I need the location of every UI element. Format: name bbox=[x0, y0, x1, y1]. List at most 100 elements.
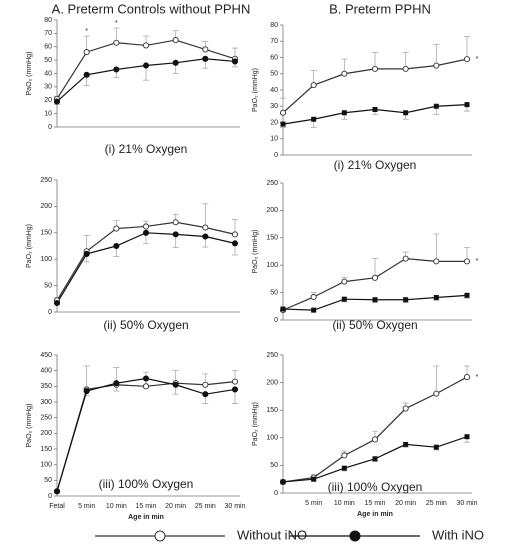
y-tick-label: 250 bbox=[266, 180, 278, 187]
marker bbox=[53, 299, 61, 307]
y-tick-label: 250 bbox=[40, 177, 52, 184]
y-tick-label: 400 bbox=[40, 368, 52, 375]
marker bbox=[403, 110, 409, 116]
marker bbox=[142, 42, 150, 49]
legend-marker bbox=[349, 530, 361, 542]
marker bbox=[310, 82, 317, 89]
marker bbox=[142, 223, 150, 230]
marker bbox=[341, 278, 348, 285]
y-tick-label: 0 bbox=[274, 490, 278, 497]
marker bbox=[231, 240, 239, 247]
y-tick-label: 200 bbox=[40, 430, 52, 437]
marker bbox=[464, 292, 470, 298]
marker bbox=[403, 297, 409, 303]
y-tick-label: 200 bbox=[40, 203, 52, 210]
marker bbox=[83, 49, 90, 56]
y-tick-label: 150 bbox=[40, 230, 52, 237]
y-tick-label: 150 bbox=[266, 235, 278, 242]
y-tick-label: 70 bbox=[270, 38, 278, 45]
column-title: A. Preterm Controls without PPHN bbox=[52, 1, 251, 16]
y-tick-label: 60 bbox=[44, 44, 52, 51]
marker bbox=[142, 229, 150, 236]
significance-mark: * bbox=[85, 28, 88, 35]
y-axis-label: PaO₂ (mmHg) bbox=[26, 404, 33, 448]
marker bbox=[202, 381, 209, 388]
marker bbox=[202, 233, 209, 240]
panel-subtitle: (ii) 50% Oxygen bbox=[103, 318, 188, 332]
marker bbox=[372, 456, 378, 462]
marker bbox=[231, 231, 239, 238]
marker bbox=[113, 242, 120, 250]
marker bbox=[433, 62, 440, 69]
x-tick-label: 15 min bbox=[364, 500, 385, 507]
y-tick-label: 200 bbox=[266, 207, 278, 214]
y-tick-label: 0 bbox=[274, 152, 278, 159]
marker bbox=[464, 434, 470, 440]
marker bbox=[172, 59, 179, 66]
y-tick-label: 20 bbox=[44, 97, 52, 104]
significance-mark: * bbox=[115, 20, 118, 27]
y-axis-label: PaO₂ (mmHg) bbox=[252, 230, 259, 274]
marker bbox=[433, 390, 440, 397]
y-tick-label: 80 bbox=[270, 22, 278, 29]
series-line bbox=[282, 376, 468, 483]
marker bbox=[311, 476, 317, 482]
y-tick-label: 10 bbox=[44, 110, 52, 117]
marker bbox=[433, 295, 439, 301]
marker bbox=[53, 98, 61, 105]
marker bbox=[463, 56, 471, 63]
marker bbox=[433, 258, 440, 265]
marker bbox=[279, 109, 287, 116]
marker bbox=[231, 378, 239, 385]
x-tick-label: 30 min bbox=[224, 503, 245, 510]
legend-marker bbox=[154, 530, 166, 542]
x-tick-label: 25 min bbox=[195, 503, 216, 510]
y-tick-label: 250 bbox=[266, 352, 278, 359]
y-tick-label: 80 bbox=[44, 17, 52, 24]
marker bbox=[371, 65, 379, 72]
marker bbox=[463, 258, 471, 265]
marker bbox=[341, 110, 347, 116]
x-axis-label: Age in min bbox=[128, 514, 164, 521]
y-axis-label: PaO₂ (mmHg) bbox=[252, 402, 259, 446]
y-axis-label: PaO₂ (mmHg) bbox=[26, 52, 33, 96]
y-tick-label: 50 bbox=[44, 282, 52, 289]
marker bbox=[142, 375, 150, 382]
x-tick-label: 30 min bbox=[456, 500, 477, 507]
column-title: B. Preterm PPHN bbox=[329, 1, 431, 16]
marker bbox=[372, 107, 378, 112]
marker bbox=[372, 297, 378, 303]
panel-subtitle: (i) 21% Oxygen bbox=[105, 142, 188, 156]
y-tick-label: 50 bbox=[270, 462, 278, 469]
marker bbox=[371, 274, 379, 281]
marker bbox=[202, 391, 209, 398]
y-tick-label: 60 bbox=[270, 54, 278, 61]
marker bbox=[403, 441, 409, 447]
y-tick-label: 50 bbox=[270, 289, 278, 296]
marker bbox=[113, 39, 120, 46]
marker bbox=[172, 381, 179, 388]
y-tick-label: 0 bbox=[274, 317, 278, 324]
y-axis-label: PaO₂ (mmHg) bbox=[252, 68, 259, 112]
y-tick-label: 50 bbox=[44, 477, 52, 484]
x-tick-label: 10 min bbox=[106, 503, 127, 510]
y-tick-label: 70 bbox=[44, 30, 52, 37]
marker bbox=[341, 70, 348, 77]
x-tick-label: 5 min bbox=[78, 503, 95, 510]
y-tick-label: 40 bbox=[44, 70, 52, 77]
x-tick-label: 5 min bbox=[305, 500, 322, 507]
y-tick-label: 200 bbox=[266, 379, 278, 386]
panel-subtitle: (i) 21% Oxygen bbox=[334, 158, 417, 172]
x-axis-label: Age in min bbox=[357, 511, 393, 518]
y-tick-label: 100 bbox=[40, 256, 52, 263]
x-tick-label: 10 min bbox=[334, 500, 355, 507]
marker bbox=[310, 293, 317, 301]
marker bbox=[371, 436, 379, 443]
marker bbox=[142, 383, 150, 390]
marker bbox=[83, 250, 90, 257]
panel-subtitle: (iii) 100% Oxygen bbox=[328, 480, 423, 494]
marker bbox=[202, 55, 209, 62]
y-tick-label: 350 bbox=[40, 383, 52, 390]
marker bbox=[341, 452, 348, 459]
